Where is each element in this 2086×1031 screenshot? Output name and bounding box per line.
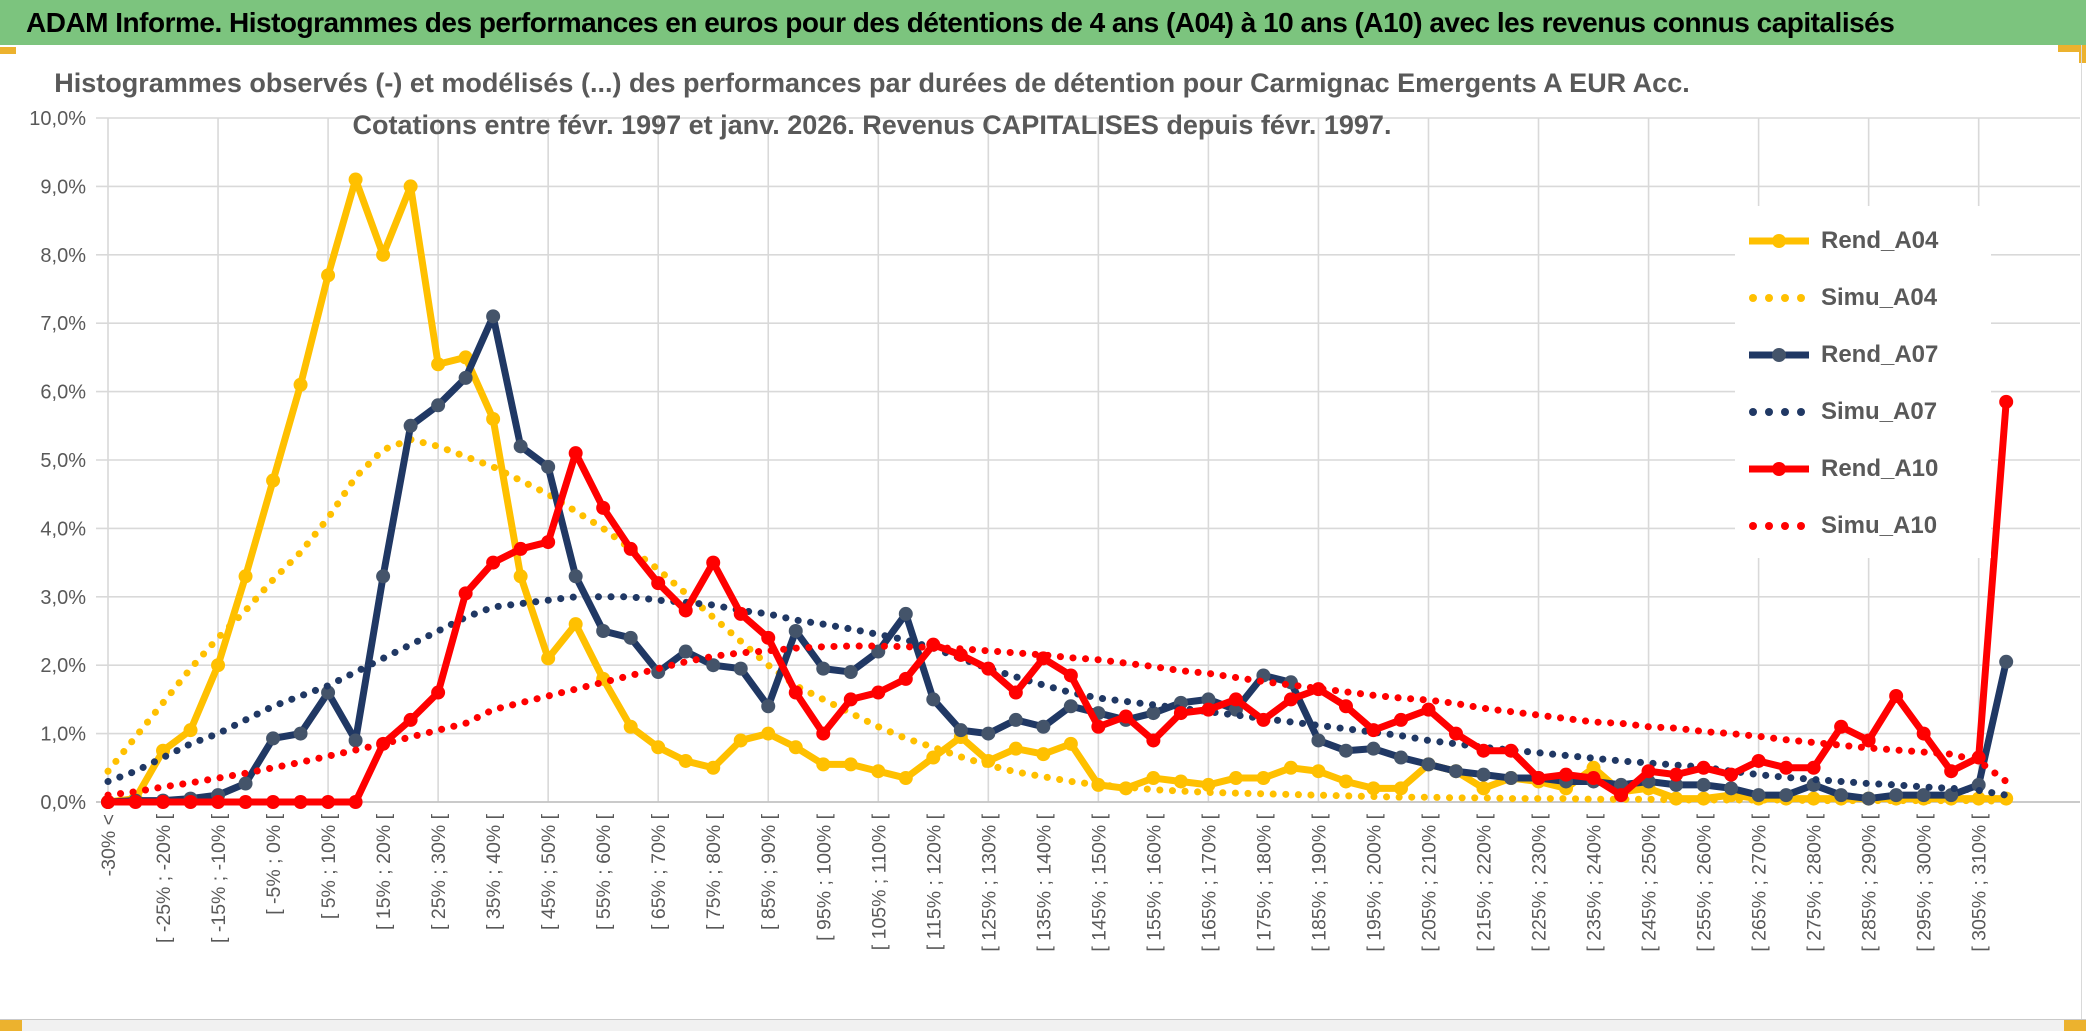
x-tick-label: [ 125% ; 130% [ bbox=[978, 813, 1000, 951]
x-tick-label: [ 245% ; 250% [ bbox=[1639, 813, 1661, 951]
legend-label: Simu_A10 bbox=[1821, 511, 1938, 539]
data-series bbox=[101, 172, 2014, 809]
x-tick-label: [ 185% ; 190% [ bbox=[1308, 813, 1330, 951]
x-tick-label: [ 225% ; 230% [ bbox=[1529, 813, 1551, 951]
x-tick-label: [ -25% ; -20% [ bbox=[153, 813, 175, 943]
legend-item-simu-a10[interactable]: Simu_A10 bbox=[1747, 497, 1991, 554]
y-tick-label: 5,0% bbox=[40, 450, 86, 472]
x-tick-label: [ 295% ; 300% [ bbox=[1914, 813, 1936, 951]
x-tick-label: [ 265% ; 270% [ bbox=[1749, 813, 1771, 951]
x-tick-label: [ 95% ; 100% [ bbox=[813, 813, 835, 940]
x-tick-label: [ 165% ; 170% [ bbox=[1198, 813, 1220, 951]
legend-marker-simu-a07-icon bbox=[1749, 407, 1805, 416]
x-tick-label: [ 285% ; 290% [ bbox=[1859, 813, 1881, 951]
performance-histogram-chart: Histogrammes observés (-) et modélisés (… bbox=[29, 68, 2080, 952]
banner: ADAM Informe. Histogrammes des performan… bbox=[0, 0, 2086, 45]
y-axis-labels: 0,0% 1,0% 2,0% 3,0% 4,0% 5,0% 6,0% 7,0% 8,0% 9,0%… bbox=[29, 108, 86, 814]
x-tick-label: [ 65% ; 70% [ bbox=[648, 813, 670, 930]
gold-accent-top-right-stub bbox=[2079, 45, 2086, 63]
y-tick-label: 10,0% bbox=[29, 108, 86, 130]
x-tick-label: [ 175% ; 180% [ bbox=[1253, 813, 1275, 951]
x-tick-label: [ 195% ; 200% [ bbox=[1363, 813, 1385, 951]
gold-accent-bottom-right bbox=[2064, 1020, 2086, 1031]
gold-accent-top-left bbox=[0, 47, 16, 54]
legend-item-simu-a04[interactable]: Simu_A04 bbox=[1747, 269, 1991, 326]
y-tick-label: 2,0% bbox=[40, 655, 86, 677]
legend-item-simu-a07[interactable]: Simu_A07 bbox=[1747, 383, 1991, 440]
series-line-Simu_A04 bbox=[104, 435, 2010, 805]
gold-accent-top-right bbox=[2058, 45, 2086, 52]
legend-item-rend-a04[interactable]: Rend_A04 bbox=[1747, 212, 1991, 269]
legend-marker-rend-a07-icon bbox=[1749, 347, 1809, 362]
y-tick-label: 1,0% bbox=[40, 724, 86, 746]
series-line-Simu_A10 bbox=[104, 642, 2010, 799]
x-tick-label: [ 255% ; 260% [ bbox=[1694, 813, 1716, 951]
x-tick-label: -30% < bbox=[98, 814, 120, 876]
legend-marker-simu-a04-icon bbox=[1749, 293, 1805, 302]
x-tick-label: [ 115% ; 120% [ bbox=[923, 813, 945, 950]
x-tick-label: [ 75% ; 80% [ bbox=[703, 813, 725, 930]
x-tick-label: [ 145% ; 150% [ bbox=[1088, 813, 1110, 951]
x-tick-label: [ 15% ; 20% [ bbox=[373, 813, 395, 930]
legend-marker-rend-a10-icon bbox=[1749, 461, 1809, 476]
x-tick-label: [ 85% ; 90% [ bbox=[758, 813, 780, 930]
banner-title: ADAM Informe. Histogrammes des performan… bbox=[26, 6, 1895, 38]
y-tick-label: 0,0% bbox=[40, 792, 86, 814]
x-tick-label: [ 55% ; 60% [ bbox=[593, 813, 615, 930]
x-tick-label: [ -5% ; 0% [ bbox=[263, 813, 285, 914]
x-axis-labels: -30% < [ -25% ; -20% [ [ -15% ; -10% [ [ -5… bbox=[98, 813, 1991, 951]
y-tick-label: 9,0% bbox=[40, 176, 86, 198]
x-tick-label: [ 275% ; 280% [ bbox=[1804, 813, 1826, 951]
chart-title-line1: Histogrammes observés (-) et modélisés (… bbox=[54, 68, 1689, 98]
legend-marker-simu-a10-icon bbox=[1749, 521, 1805, 530]
legend-marker-rend-a04-icon bbox=[1749, 233, 1809, 248]
x-tick-label: [ 205% ; 210% [ bbox=[1418, 813, 1440, 951]
series-line-Rend_A07 bbox=[104, 312, 2010, 806]
x-tick-label: [ 235% ; 240% [ bbox=[1584, 813, 1606, 951]
y-tick-label: 8,0% bbox=[40, 245, 86, 267]
series-line-Simu_A07 bbox=[104, 593, 2010, 799]
x-tick-label: [ -15% ; -10% [ bbox=[208, 813, 230, 943]
legend: Rend_A04 Simu_A04 Rend_A07 Simu_A07 Rend… bbox=[1739, 206, 1991, 558]
legend-label: Rend_A10 bbox=[1821, 454, 1939, 482]
legend-item-rend-a10[interactable]: Rend_A10 bbox=[1747, 440, 1991, 497]
y-tick-label: 6,0% bbox=[40, 382, 86, 404]
legend-label: Rend_A04 bbox=[1821, 226, 1939, 254]
x-tick-label: [ 35% ; 40% [ bbox=[483, 813, 505, 930]
x-tick-label: [ 305% ; 310% [ bbox=[1969, 813, 1991, 951]
gold-accent-bottom-left bbox=[0, 1020, 22, 1031]
legend-label: Simu_A07 bbox=[1821, 397, 1938, 425]
x-tick-label: [ 155% ; 160% [ bbox=[1143, 813, 1165, 951]
y-tick-label: 7,0% bbox=[40, 313, 86, 335]
x-tick-label: [ 5% ; 10% [ bbox=[318, 813, 340, 919]
content-right-border bbox=[2081, 45, 2082, 1019]
x-tick-label: [ 25% ; 30% [ bbox=[428, 813, 450, 930]
legend-item-rend-a07[interactable]: Rend_A07 bbox=[1747, 326, 1991, 383]
chart-title-line2: Cotations entre févr. 1997 et janv. 2026… bbox=[353, 110, 1392, 140]
x-tick-label: [ 45% ; 50% [ bbox=[538, 813, 560, 930]
series-line-Rend_A10 bbox=[104, 398, 2010, 806]
y-tick-label: 4,0% bbox=[40, 518, 86, 540]
bottom-bar bbox=[0, 1019, 2086, 1031]
legend-label: Simu_A04 bbox=[1821, 283, 1938, 311]
series-line-Rend_A04 bbox=[104, 176, 2010, 806]
x-tick-label: [ 135% ; 140% [ bbox=[1033, 813, 1055, 951]
x-tick-label: [ 215% ; 220% [ bbox=[1474, 813, 1496, 951]
x-tick-label: [ 105% ; 110% [ bbox=[868, 813, 890, 950]
legend-label: Rend_A07 bbox=[1821, 340, 1939, 368]
y-tick-label: 3,0% bbox=[40, 587, 86, 609]
